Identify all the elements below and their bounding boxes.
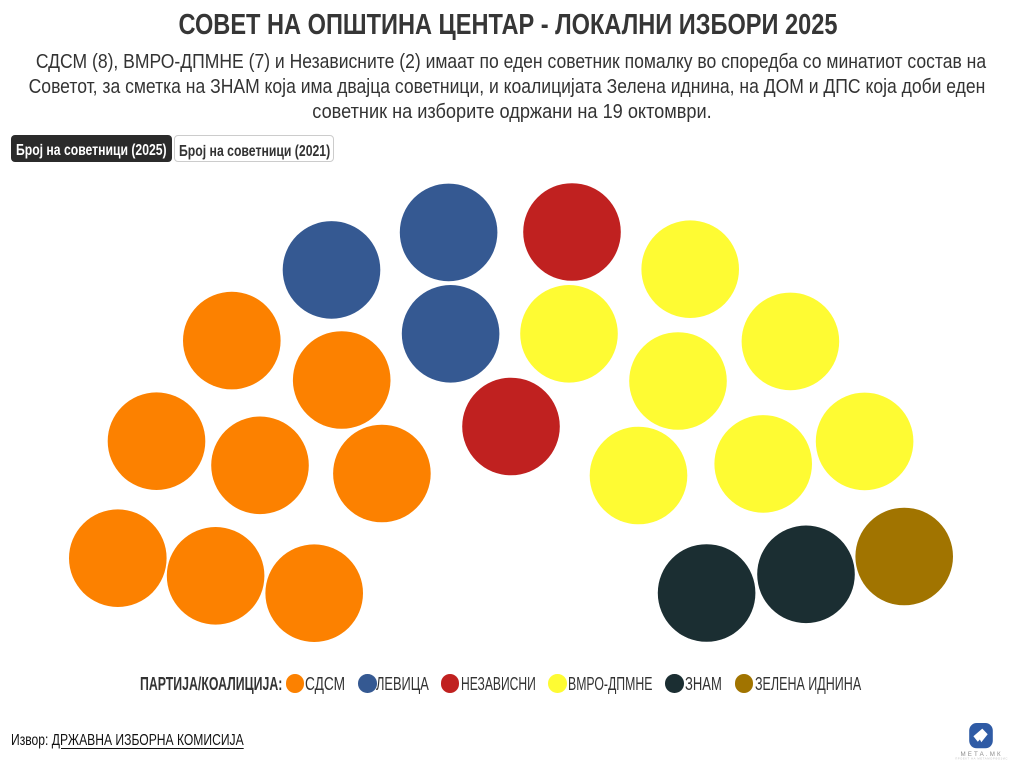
svg-text:МЕТА.МК: МЕТА.МК (961, 751, 1003, 758)
svg-text:ПРОЕКТ НА МЕТАМОРФОЗИС: ПРОЕКТ НА МЕТАМОРФОЗИС (955, 757, 1008, 761)
